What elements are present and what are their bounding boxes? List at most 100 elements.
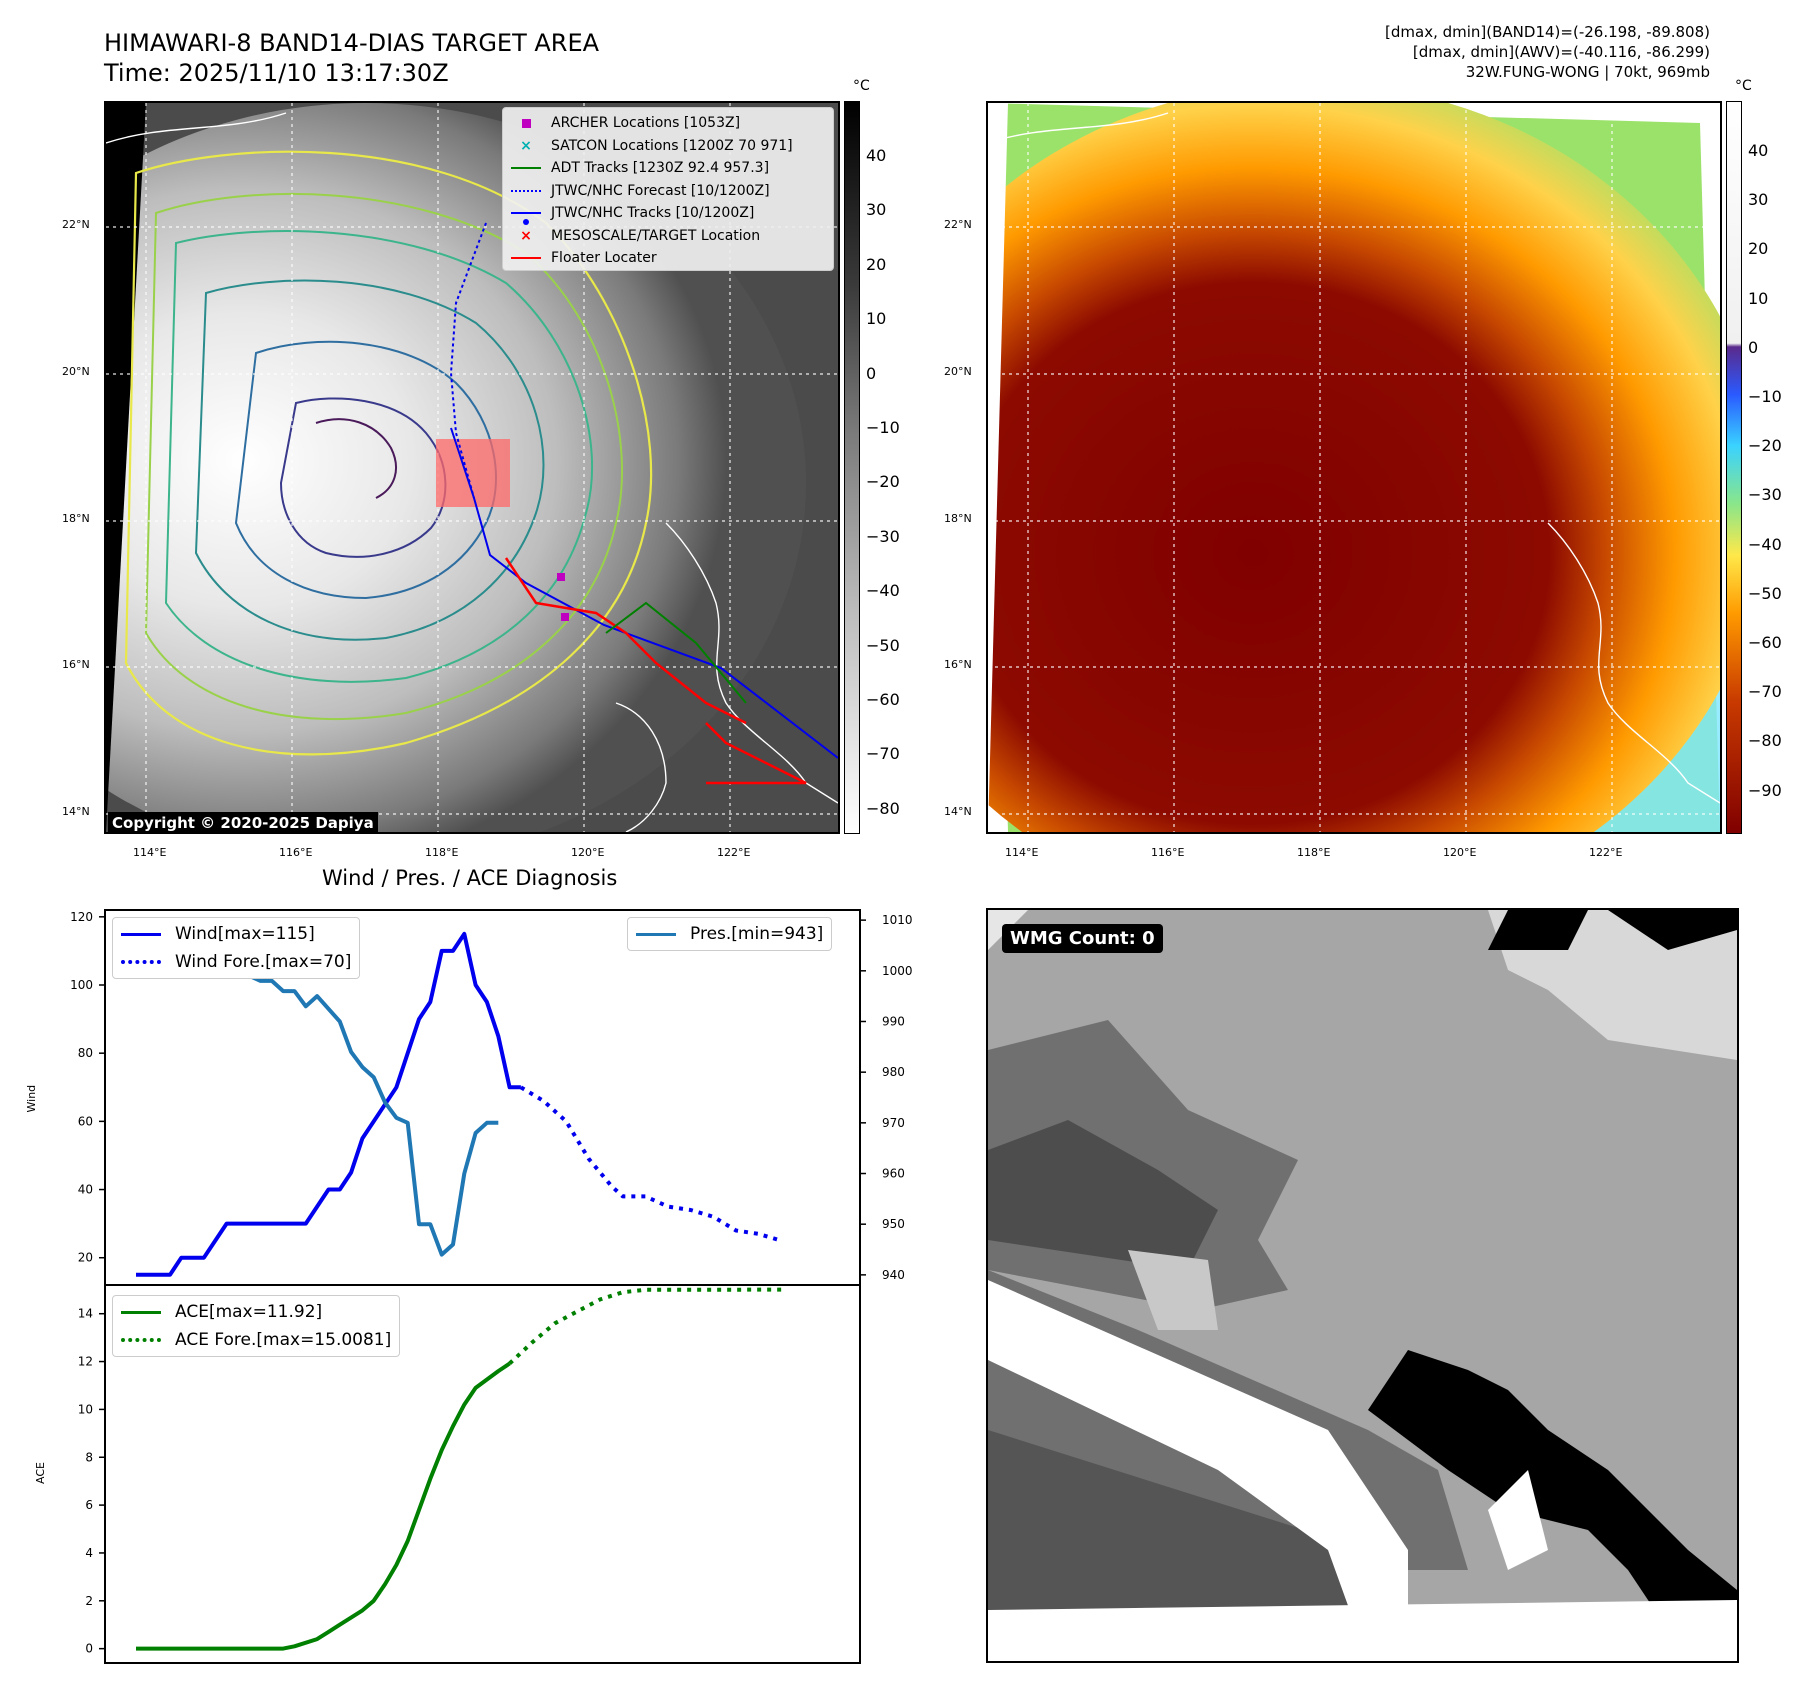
ace-axis-tick-label: 12	[78, 1355, 93, 1369]
ace-axis-tick-label: 10	[78, 1402, 93, 1416]
wmg-image	[988, 910, 1737, 1661]
legend-item-jtwc-forecast: JTWC/NHC Forecast [10/1200Z]	[511, 180, 825, 203]
info-line-2: [dmax, dmin](AWV)=(-40.116, -86.299)	[1412, 43, 1710, 61]
lon-label: 114°E	[1005, 846, 1039, 859]
awv-map-panel[interactable]	[986, 101, 1722, 834]
figure-title: HIMAWARI-8 BAND14-DIAS TARGET AREA Time:…	[104, 28, 599, 88]
legend-item-adt: ADT Tracks [1230Z 92.4 957.3]	[511, 157, 825, 180]
band14-colorbar	[844, 101, 860, 834]
band14-map-panel[interactable]: ARCHER Locations [1053Z] × SATCON Locati…	[104, 101, 840, 834]
wmg-panel[interactable]: WMG Count: 0	[986, 908, 1739, 1663]
lat-label: 20°N	[944, 365, 972, 378]
legend-item-wind: Wind[max=115]	[121, 920, 351, 948]
adt-track	[605, 601, 747, 704]
info-line-1: [dmax, dmin](BAND14)=(-26.198, -89.808)	[1385, 23, 1710, 41]
jtwc-forecast	[449, 222, 487, 499]
colorbar-tick: −30	[1748, 485, 1782, 505]
colorbar-tick: −70	[866, 744, 900, 764]
map-legend: ARCHER Locations [1053Z] × SATCON Locati…	[502, 107, 834, 271]
lon-label: 116°E	[279, 846, 313, 859]
pressure-axis-tick-label: 980	[882, 1065, 905, 1079]
colorbar-tick: −50	[1748, 583, 1782, 603]
colorbar-tick: 10	[866, 309, 887, 329]
legend-item-floater: Floater Locater	[511, 247, 825, 270]
pressure-axis-tick-label: 940	[882, 1268, 905, 1282]
colorbar-tick: 0	[1748, 337, 1759, 357]
colorbar-tick: −30	[866, 526, 900, 546]
lon-label: 118°E	[425, 846, 459, 859]
wind-axis-tick-label: 40	[78, 1183, 93, 1197]
awv-map-image	[988, 103, 1720, 832]
lat-label: 16°N	[944, 658, 972, 671]
colorbar-tick: −10	[1748, 387, 1782, 406]
wind-axis-tick-label: 20	[78, 1251, 93, 1265]
ace-axis-label: ACE	[34, 1462, 47, 1484]
legend-item-wind-forecast: Wind Fore.[max=70]	[121, 948, 351, 976]
legend-item-satcon: × SATCON Locations [1200Z 70 971]	[520, 137, 793, 154]
lon-label: 118°E	[1297, 846, 1331, 859]
legend-item-pressure: Pres.[min=943]	[636, 920, 823, 948]
lat-label: 14°N	[62, 805, 90, 818]
ace-axis-tick-label: 4	[85, 1546, 93, 1560]
ace-axis-tick-label: 2	[85, 1594, 93, 1608]
lon-label: 120°E	[1443, 846, 1477, 859]
storm-info: [dmax, dmin](BAND14)=(-26.198, -89.808) …	[1385, 22, 1710, 82]
colorbar-tick: −80	[866, 798, 900, 818]
ace-forecast-series	[508, 1287, 782, 1365]
colorbar-tick: 20	[1748, 239, 1769, 259]
wind-axis-tick-label: 100	[70, 978, 93, 992]
lon-label: 120°E	[571, 846, 605, 859]
colorbar-tick: −50	[866, 635, 900, 655]
colorbar-tick: −20	[1748, 436, 1782, 456]
colorbar-tick: −40	[866, 581, 900, 601]
lat-label: 20°N	[62, 365, 90, 378]
colorbar-tick: −40	[1748, 534, 1782, 554]
colorbar-unit: °C	[853, 78, 870, 94]
colorbar-tick: 30	[1748, 190, 1769, 210]
lat-label: 18°N	[944, 512, 972, 525]
wind-axis-tick-label: 80	[78, 1046, 93, 1060]
wmg-count-label: WMG Count: 0	[1002, 924, 1163, 953]
ace-axis-tick-label: 8	[85, 1450, 93, 1464]
wind-legend: Wind[max=115] Wind Fore.[max=70]	[112, 917, 361, 979]
awv-colorbar	[1726, 101, 1742, 834]
colorbar-tick: −60	[1748, 633, 1782, 652]
colorbar-tick: −80	[1748, 731, 1782, 751]
chart-title: Wind / Pres. / ACE Diagnosis	[322, 866, 618, 890]
pressure-axis-tick-label: 990	[882, 1014, 905, 1028]
legend-item-jtwc-tracks: JTWC/NHC Tracks [10/1200Z]	[511, 202, 825, 226]
colorbar-tick: 40	[1748, 141, 1769, 160]
colorbar-tick: 10	[1748, 288, 1769, 308]
colorbar-tick: 40	[866, 146, 887, 165]
colorbar-tick: −90	[1748, 780, 1782, 800]
colorbar-unit: °C	[1735, 78, 1752, 94]
colorbar-tick: 20	[866, 254, 887, 274]
lat-label: 18°N	[62, 512, 90, 525]
colorbar-tick: −70	[1748, 682, 1782, 702]
title-line-2: Time: 2025/11/10 13:17:30Z	[104, 59, 449, 87]
pressure-axis-tick-label: 1010	[882, 913, 913, 927]
colorbar-tick: 0	[866, 363, 877, 383]
copyright-label: Copyright © 2020-2025 Dapiya	[108, 812, 378, 832]
pressure-legend: Pres.[min=943]	[627, 917, 833, 951]
floater-track	[504, 557, 747, 725]
wind-axis-tick-label: 120	[70, 910, 93, 924]
colorbar-tick: −60	[866, 690, 900, 709]
colorbar-tick: −20	[866, 472, 900, 492]
wind-series	[136, 931, 521, 1277]
pressure-axis-tick-label: 950	[882, 1217, 905, 1231]
ace-axis-tick-label: 14	[78, 1307, 93, 1321]
legend-item-mesoscale: × MESOSCALE/TARGET Location	[520, 227, 761, 244]
legend-item-archer: ARCHER Locations [1053Z]	[511, 112, 825, 135]
pressure-axis-tick-label: 1000	[882, 964, 913, 978]
lat-label: 22°N	[944, 218, 972, 231]
info-line-3: 32W.FUNG-WONG | 70kt, 969mb	[1465, 63, 1710, 81]
lon-label: 122°E	[717, 846, 751, 859]
pressure-axis-tick-label: 960	[882, 1167, 905, 1181]
lon-label: 114°E	[133, 846, 167, 859]
archer-location	[557, 573, 565, 581]
legend-item-ace: ACE[max=11.92]	[121, 1298, 391, 1326]
title-line-1: HIMAWARI-8 BAND14-DIAS TARGET AREA	[104, 29, 600, 57]
lon-label: 122°E	[1589, 846, 1623, 859]
wind-forecast-series	[519, 1085, 782, 1243]
